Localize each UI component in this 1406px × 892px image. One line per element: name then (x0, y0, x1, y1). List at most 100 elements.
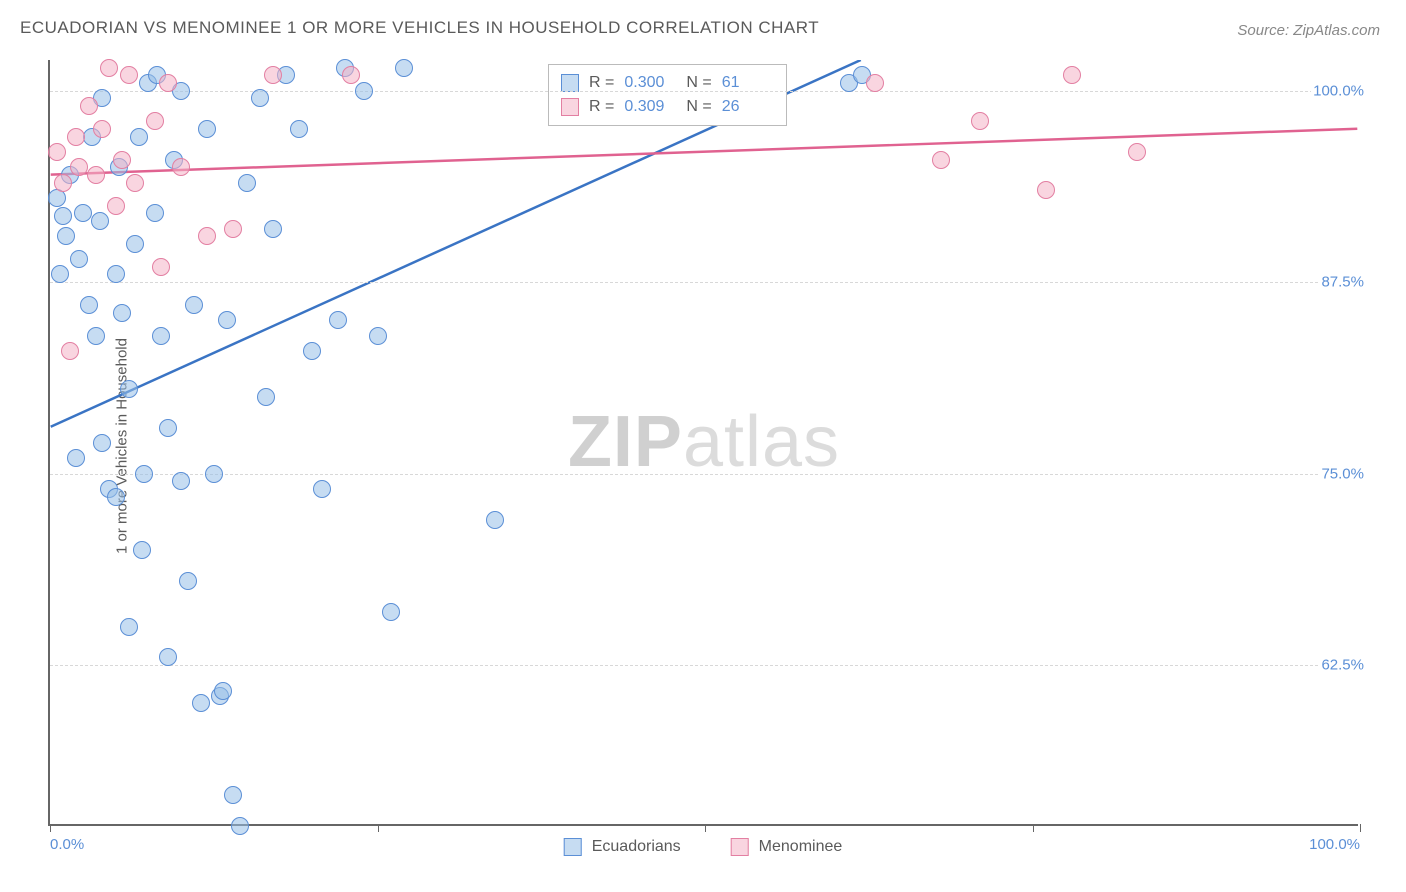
data-point (238, 174, 256, 192)
data-point (172, 158, 190, 176)
x-tick (378, 824, 379, 832)
data-point (198, 120, 216, 138)
y-tick-label: 87.5% (1319, 274, 1366, 291)
data-point (120, 618, 138, 636)
data-point (54, 174, 72, 192)
watermark-bold: ZIP (568, 402, 683, 482)
data-point (120, 380, 138, 398)
ecuadorians-swatch-icon (564, 838, 582, 856)
source-value: ZipAtlas.com (1293, 22, 1380, 39)
x-tick (1033, 824, 1034, 832)
x-tick (50, 824, 51, 832)
data-point (192, 694, 210, 712)
data-point (218, 311, 236, 329)
data-point (152, 258, 170, 276)
data-point (1037, 181, 1055, 199)
source-label: Source: (1237, 22, 1289, 39)
gridline (50, 665, 1358, 666)
data-point (91, 212, 109, 230)
gridline (50, 91, 1358, 92)
data-point (87, 166, 105, 184)
data-point (1063, 66, 1081, 84)
gridline (50, 474, 1358, 475)
data-point (264, 220, 282, 238)
data-point (179, 572, 197, 590)
data-point (395, 59, 413, 77)
data-point (231, 817, 249, 835)
data-point (198, 227, 216, 245)
data-point (133, 541, 151, 559)
data-point (126, 235, 144, 253)
data-point (290, 120, 308, 138)
data-point (120, 66, 138, 84)
menominee-swatch-icon (561, 98, 579, 116)
ecuadorians-swatch-icon (561, 74, 579, 92)
x-tick-label: 0.0% (50, 836, 84, 853)
watermark-rest: atlas (683, 402, 840, 482)
data-point (146, 112, 164, 130)
data-point (57, 227, 75, 245)
data-point (80, 296, 98, 314)
data-point (342, 66, 360, 84)
data-point (107, 197, 125, 215)
data-point (93, 120, 111, 138)
r-label: R = (589, 95, 614, 119)
scatter-plot-area: ZIPatlas R = 0.300 N = 61 R = 0.309 N = … (48, 60, 1358, 826)
x-tick (705, 824, 706, 832)
data-point (67, 128, 85, 146)
legend-item-menominee: Menominee (731, 838, 843, 856)
data-point (113, 304, 131, 322)
data-point (130, 128, 148, 146)
r-value: 0.309 (624, 95, 676, 119)
menominee-swatch-icon (731, 838, 749, 856)
legend-label: Menominee (759, 838, 843, 856)
data-point (1128, 143, 1146, 161)
data-point (80, 97, 98, 115)
data-point (54, 207, 72, 225)
data-point (146, 204, 164, 222)
data-point (214, 682, 232, 700)
stats-legend-row-2: R = 0.309 N = 26 (561, 95, 774, 119)
data-point (251, 89, 269, 107)
data-point (48, 189, 66, 207)
data-point (486, 511, 504, 529)
legend-label: Ecuadorians (592, 838, 681, 856)
data-point (126, 174, 144, 192)
watermark: ZIPatlas (568, 401, 840, 483)
y-tick-label: 100.0% (1311, 82, 1366, 99)
data-point (135, 465, 153, 483)
data-point (74, 204, 92, 222)
data-point (48, 143, 66, 161)
data-point (100, 59, 118, 77)
data-point (866, 74, 884, 92)
stats-legend-box: R = 0.300 N = 61 R = 0.309 N = 26 (548, 64, 787, 126)
source-attribution: Source: ZipAtlas.com (1237, 22, 1380, 39)
data-point (257, 388, 275, 406)
data-point (172, 472, 190, 490)
data-point (382, 603, 400, 621)
data-point (185, 296, 203, 314)
data-point (61, 342, 79, 360)
data-point (67, 449, 85, 467)
legend-item-ecuadorians: Ecuadorians (564, 838, 681, 856)
data-point (152, 327, 170, 345)
data-point (303, 342, 321, 360)
series-legend: Ecuadorians Menominee (564, 838, 843, 856)
data-point (313, 480, 331, 498)
x-tick (1360, 824, 1361, 832)
chart-title: ECUADORIAN VS MENOMINEE 1 OR MORE VEHICL… (20, 18, 819, 38)
n-label: N = (686, 95, 711, 119)
y-tick-label: 62.5% (1319, 657, 1366, 674)
data-point (932, 151, 950, 169)
data-point (369, 327, 387, 345)
data-point (224, 220, 242, 238)
data-point (93, 434, 111, 452)
y-tick-label: 75.0% (1319, 465, 1366, 482)
data-point (70, 158, 88, 176)
data-point (355, 82, 373, 100)
n-value: 26 (722, 95, 774, 119)
data-point (159, 419, 177, 437)
data-point (107, 265, 125, 283)
data-point (87, 327, 105, 345)
x-tick-label: 100.0% (1309, 836, 1360, 853)
